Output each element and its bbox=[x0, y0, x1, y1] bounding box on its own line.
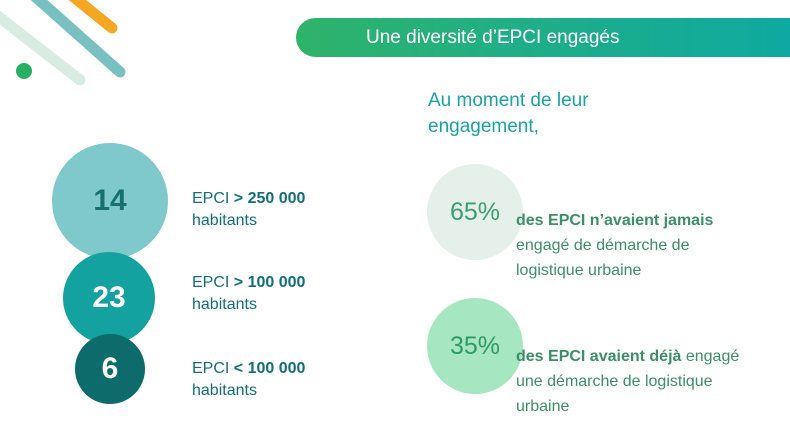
percent-text-never: des EPCI n’avaient jamais engagé de déma… bbox=[516, 208, 776, 283]
count-circle-large: 14 bbox=[52, 143, 168, 259]
stat-threshold: < 100 000 bbox=[233, 360, 306, 377]
percent-value: 65% bbox=[449, 197, 501, 226]
stat-prefix: EPCI bbox=[192, 190, 234, 207]
stat-threshold: > 250 000 bbox=[233, 190, 306, 207]
banner-title: Une diversité d’EPCI engagés bbox=[366, 27, 620, 48]
stat-prefix: EPCI bbox=[192, 360, 234, 377]
count-value: 23 bbox=[92, 281, 126, 314]
intro-line-1: Au moment de leur bbox=[428, 90, 589, 111]
stat-label-over-100000: EPCI > 100 000 habitants bbox=[192, 272, 305, 316]
percent-circle-already: 35% bbox=[427, 298, 523, 394]
percent-value: 35% bbox=[449, 331, 501, 360]
stat-prefix: EPCI bbox=[192, 274, 234, 291]
percent-text-line-3: logistique urbaine bbox=[516, 262, 642, 279]
stat-unit: habitants bbox=[192, 296, 257, 313]
percent-text-rest: engagé bbox=[681, 348, 740, 365]
stat-unit: habitants bbox=[192, 382, 257, 399]
stat-label-over-250000: EPCI > 250 000 habitants bbox=[192, 188, 305, 232]
percent-text-already: des EPCI avaient déjà engagé une démarch… bbox=[516, 344, 776, 419]
decorative-stripes bbox=[0, 0, 126, 86]
percent-text-bold: des EPCI avaient déjà bbox=[516, 348, 682, 365]
stat-label-under-100000: EPCI < 100 000 habitants bbox=[192, 358, 305, 402]
percent-text-line-3: urbaine bbox=[516, 398, 570, 415]
intro-line-2: engagement, bbox=[428, 116, 539, 137]
intro-text: Au moment de leur engagement, bbox=[428, 88, 648, 140]
count-circle-small: 6 bbox=[75, 334, 145, 404]
count-value: 6 bbox=[101, 352, 119, 385]
count-value: 14 bbox=[93, 184, 127, 217]
percent-text-line-2: engagé de démarche de bbox=[516, 237, 690, 254]
stat-unit: habitants bbox=[192, 212, 257, 229]
count-circle-medium: 23 bbox=[63, 252, 155, 344]
percent-text-bold: des EPCI n’avaient jamais bbox=[516, 212, 714, 229]
section-title-banner: Une diversité d’EPCI engagés bbox=[296, 18, 790, 57]
percent-circle-never: 65% bbox=[427, 164, 523, 260]
percent-text-line-2: une démarche de logistique bbox=[516, 373, 713, 390]
stat-threshold: > 100 000 bbox=[233, 274, 306, 291]
